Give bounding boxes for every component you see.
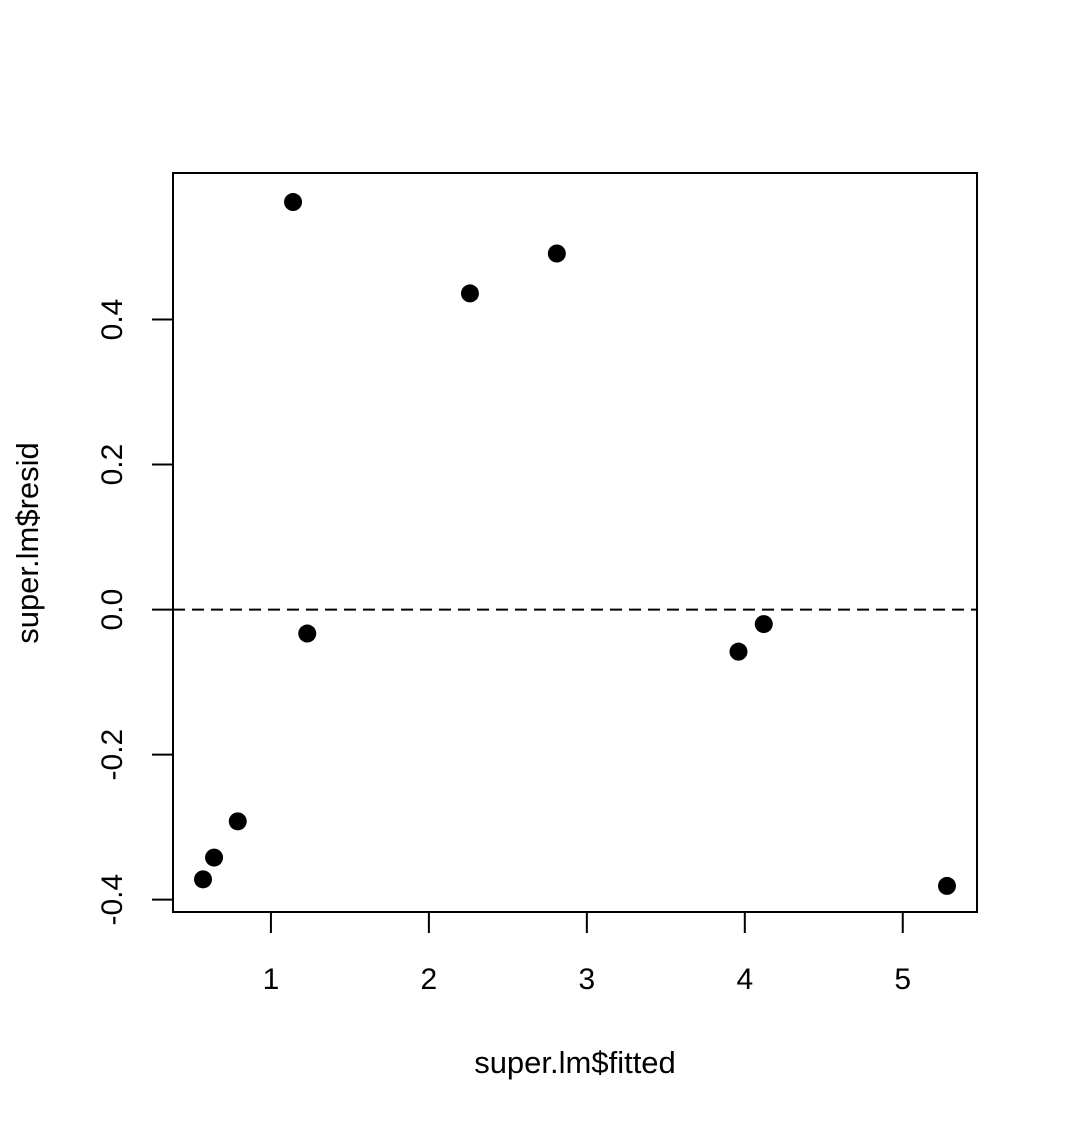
x-tick-label: 5: [894, 963, 911, 996]
y-tick-label: -0.4: [96, 874, 129, 926]
data-point: [729, 642, 748, 661]
x-tick-label: 3: [579, 963, 596, 996]
plot-frame: [172, 172, 978, 913]
data-point: [460, 284, 479, 303]
data-points: [194, 193, 956, 895]
x-axis-title: super.lm$fitted: [474, 1045, 676, 1080]
data-point: [284, 193, 303, 212]
axes: 1 2 3 4 5 -0.4 -0.2 0.0 0.2 0.4: [96, 299, 911, 996]
data-point: [298, 624, 317, 643]
y-axis-title: super.lm$resid: [10, 442, 45, 644]
x-tick-label: 2: [421, 963, 438, 996]
y-tick-label: 0.4: [96, 299, 129, 341]
data-point: [754, 615, 773, 634]
x-tick-label: 4: [736, 963, 753, 996]
y-tick-label: 0.0: [96, 589, 129, 631]
data-point: [194, 870, 213, 889]
x-tick-label: 1: [263, 963, 280, 996]
y-tick-label: 0.2: [96, 444, 129, 486]
data-point: [547, 244, 566, 263]
data-point: [937, 876, 956, 895]
data-point: [205, 848, 224, 867]
data-point: [228, 812, 247, 831]
y-tick-label: -0.2: [96, 729, 129, 781]
